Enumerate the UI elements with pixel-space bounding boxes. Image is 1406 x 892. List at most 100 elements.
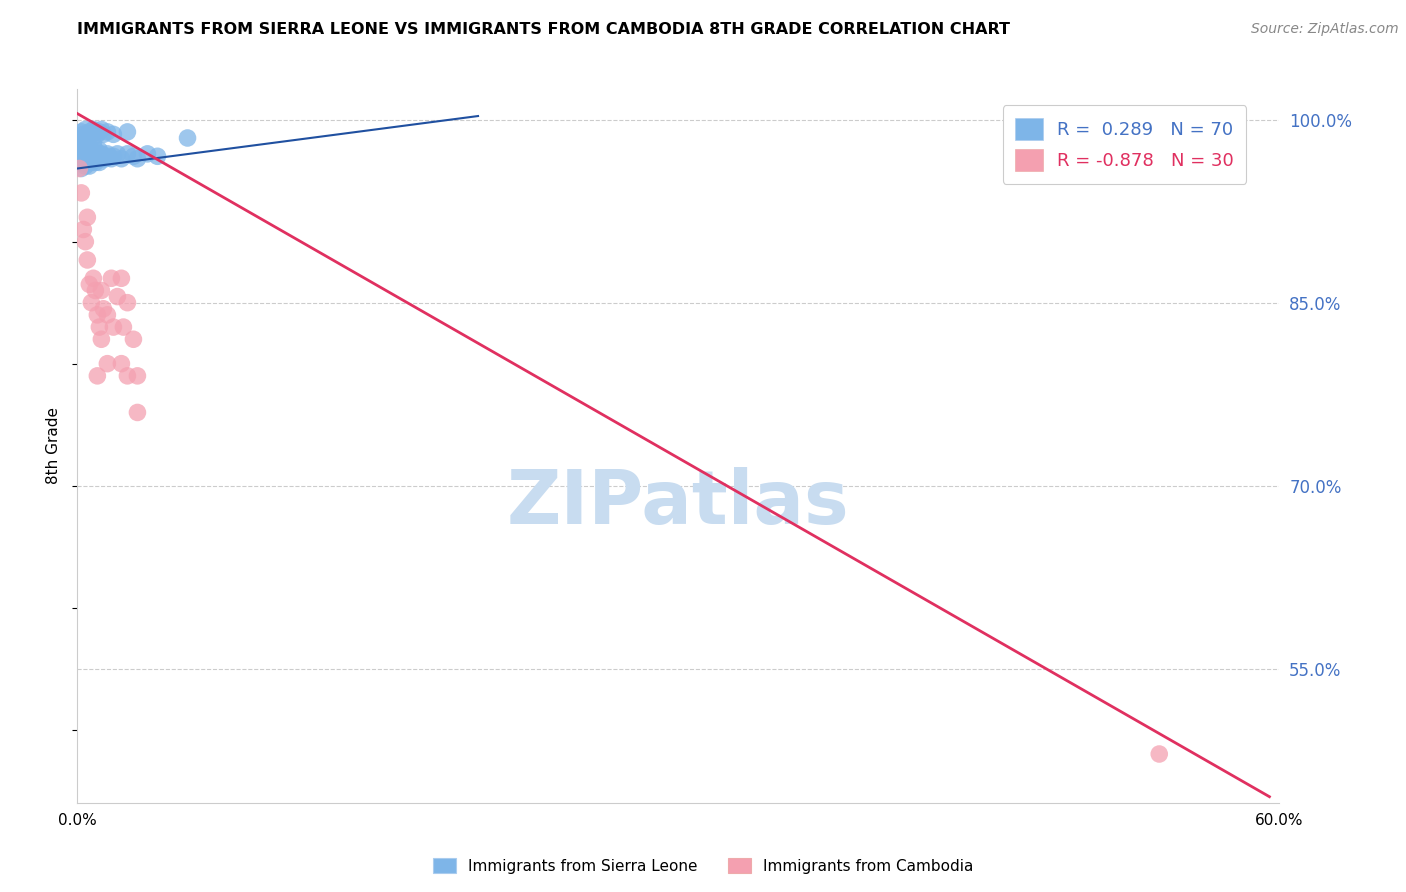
Y-axis label: 8th Grade: 8th Grade bbox=[46, 408, 62, 484]
Point bbox=[82, 122, 104, 136]
Point bbox=[112, 320, 135, 334]
Point bbox=[89, 320, 111, 334]
Point bbox=[122, 149, 145, 163]
Point bbox=[76, 211, 98, 225]
Point bbox=[127, 405, 149, 419]
Point bbox=[79, 139, 101, 153]
Point bbox=[127, 152, 149, 166]
Point bbox=[67, 137, 90, 152]
Point bbox=[76, 137, 98, 152]
Point bbox=[86, 128, 108, 142]
Point bbox=[84, 125, 107, 139]
Point bbox=[79, 159, 101, 173]
Point bbox=[90, 146, 112, 161]
Point bbox=[70, 125, 93, 139]
Point bbox=[96, 357, 118, 371]
Point bbox=[127, 368, 149, 383]
Point bbox=[76, 143, 98, 157]
Point bbox=[110, 271, 132, 285]
Point bbox=[67, 155, 90, 169]
Point bbox=[70, 139, 93, 153]
Point bbox=[93, 301, 115, 316]
Point bbox=[117, 368, 139, 383]
Point bbox=[72, 143, 94, 157]
Point bbox=[86, 146, 108, 161]
Point bbox=[110, 357, 132, 371]
Point bbox=[72, 149, 94, 163]
Point bbox=[146, 149, 169, 163]
Point bbox=[176, 131, 198, 145]
Point bbox=[98, 149, 121, 163]
Point bbox=[103, 128, 125, 142]
Point bbox=[82, 146, 104, 161]
Point bbox=[93, 128, 115, 142]
Point bbox=[75, 146, 97, 161]
Point bbox=[75, 122, 97, 136]
Point bbox=[122, 332, 145, 346]
Point bbox=[70, 161, 93, 176]
Point bbox=[90, 152, 112, 166]
Point bbox=[86, 308, 108, 322]
Point bbox=[90, 122, 112, 136]
Point bbox=[79, 125, 101, 139]
Point bbox=[84, 143, 107, 157]
Point bbox=[96, 146, 118, 161]
Point bbox=[75, 143, 97, 157]
Point bbox=[72, 155, 94, 169]
Point bbox=[79, 152, 101, 166]
Text: IMMIGRANTS FROM SIERRA LEONE VS IMMIGRANTS FROM CAMBODIA 8TH GRADE CORRELATION C: IMMIGRANTS FROM SIERRA LEONE VS IMMIGRAN… bbox=[77, 22, 1011, 37]
Text: ZIPatlas: ZIPatlas bbox=[508, 467, 849, 540]
Point bbox=[90, 284, 112, 298]
Point bbox=[72, 222, 94, 236]
Point bbox=[1149, 747, 1171, 761]
Point bbox=[84, 284, 107, 298]
Point bbox=[90, 332, 112, 346]
Legend: R =  0.289   N = 70, R = -0.878   N = 30: R = 0.289 N = 70, R = -0.878 N = 30 bbox=[1002, 105, 1246, 184]
Point bbox=[96, 125, 118, 139]
Point bbox=[107, 289, 129, 303]
Point bbox=[76, 252, 98, 267]
Point bbox=[67, 149, 90, 163]
Point bbox=[70, 152, 93, 166]
Point bbox=[89, 155, 111, 169]
Point bbox=[70, 186, 93, 200]
Point bbox=[82, 152, 104, 166]
Point bbox=[103, 320, 125, 334]
Point bbox=[100, 271, 122, 285]
Point bbox=[76, 128, 98, 142]
Point bbox=[80, 128, 103, 142]
Point bbox=[80, 143, 103, 157]
Point bbox=[75, 159, 97, 173]
Point bbox=[86, 368, 108, 383]
Point bbox=[67, 161, 90, 176]
Point bbox=[72, 128, 94, 142]
Point bbox=[117, 125, 139, 139]
Point bbox=[93, 149, 115, 163]
Point bbox=[89, 143, 111, 157]
Point bbox=[94, 152, 117, 166]
Point bbox=[76, 149, 98, 163]
Point bbox=[70, 135, 93, 149]
Point bbox=[110, 152, 132, 166]
Legend: Immigrants from Sierra Leone, Immigrants from Cambodia: Immigrants from Sierra Leone, Immigrants… bbox=[426, 852, 980, 880]
Point bbox=[107, 146, 129, 161]
Point bbox=[75, 152, 97, 166]
Point bbox=[79, 277, 101, 292]
Point bbox=[80, 149, 103, 163]
Point bbox=[79, 146, 101, 161]
Point bbox=[67, 143, 90, 157]
Point bbox=[75, 137, 97, 152]
Point bbox=[72, 131, 94, 145]
Text: Source: ZipAtlas.com: Source: ZipAtlas.com bbox=[1251, 22, 1399, 37]
Point bbox=[136, 146, 159, 161]
Point bbox=[117, 146, 139, 161]
Point bbox=[70, 146, 93, 161]
Point bbox=[76, 155, 98, 169]
Point bbox=[80, 155, 103, 169]
Point bbox=[72, 137, 94, 152]
Point bbox=[82, 271, 104, 285]
Point bbox=[82, 137, 104, 152]
Point bbox=[96, 308, 118, 322]
Point bbox=[84, 155, 107, 169]
Point bbox=[80, 295, 103, 310]
